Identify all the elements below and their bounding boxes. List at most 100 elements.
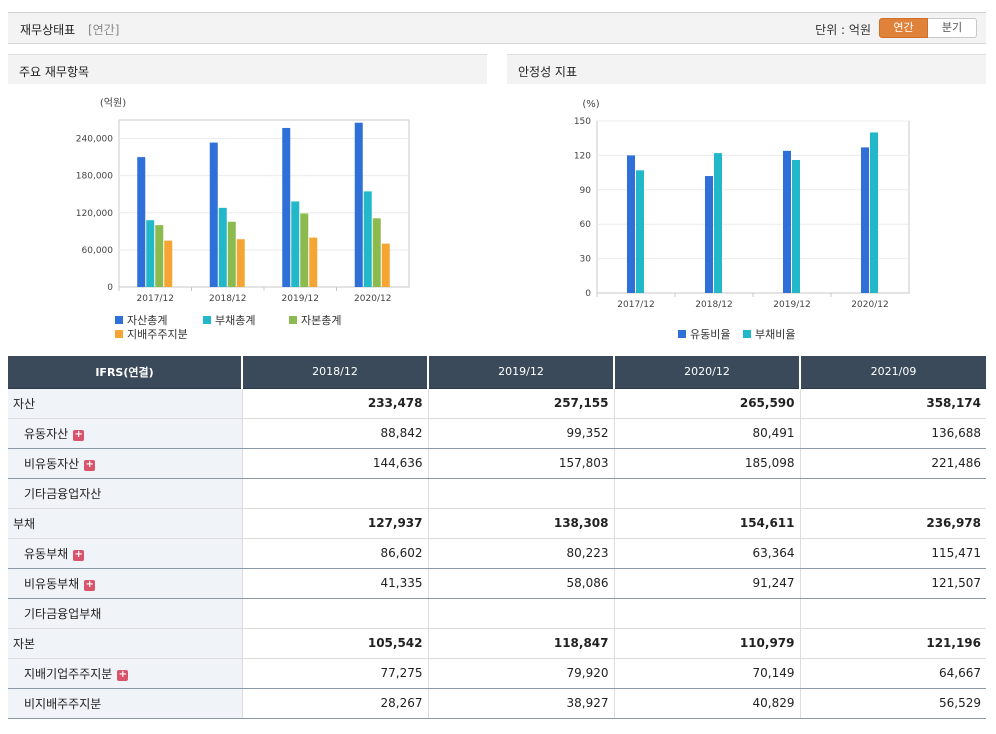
row-label: 자산	[13, 396, 36, 411]
value-cell: 86,602	[242, 538, 429, 569]
value-cell: 115,471	[800, 538, 986, 569]
row-label-cell: 유동자산 +	[8, 418, 243, 449]
legend-swatch	[115, 316, 123, 324]
value-cell: 79,920	[428, 658, 615, 689]
quarterly-button[interactable]: 분기	[928, 18, 977, 38]
value-cell: 127,937	[242, 508, 429, 539]
expand-icon[interactable]: +	[117, 668, 129, 681]
stability-panel: 안정성 지표 0 30 60 90 120 150 (%) 2017/12 2018/12 201…	[507, 54, 986, 354]
y-tick-label: 240,000	[76, 135, 113, 145]
column-header: 2021/09	[800, 356, 986, 389]
legend-label: 자본총계	[301, 314, 341, 327]
bar	[381, 243, 390, 287]
section-title: 재무상태표	[20, 23, 76, 37]
value-cell: 41,335	[242, 568, 429, 599]
bar	[372, 218, 381, 287]
row-label: 기타금융업부채	[24, 606, 102, 621]
bar	[164, 240, 173, 287]
value-cell: 56,529	[800, 688, 986, 719]
bar	[282, 127, 291, 287]
bar	[155, 225, 164, 287]
row-label-cell: 기타금융업자산	[8, 478, 243, 509]
expand-icon[interactable]: +	[73, 428, 85, 441]
value-cell	[428, 598, 615, 629]
bar	[300, 213, 309, 287]
value-cell: 40,829	[614, 688, 801, 719]
bar	[209, 142, 218, 287]
stability-title: 안정성 지표	[507, 54, 986, 84]
value-cell: 80,491	[614, 418, 801, 449]
bar	[236, 239, 245, 287]
row-label-cell: 지배기업주주지분 +	[8, 658, 243, 689]
value-cell: 118,847	[428, 628, 615, 659]
legend-swatch	[678, 330, 686, 338]
row-label: 유동부채	[24, 546, 69, 561]
row-label: 자본	[13, 636, 36, 651]
x-tick-label: 2018/12	[209, 294, 246, 304]
value-cell: 105,542	[242, 628, 429, 659]
bar	[291, 201, 300, 287]
legend-swatch	[743, 330, 751, 338]
x-tick-label: 2017/12	[617, 300, 654, 310]
table-row: 유동부채 +86,602 80,223 63,364 115,471	[8, 538, 986, 569]
y-axis-unit: (%)	[582, 99, 599, 110]
value-cell	[614, 478, 801, 509]
row-label-cell: 자산	[8, 388, 243, 419]
legend-swatch	[289, 316, 297, 324]
y-tick-label: 120,000	[76, 209, 113, 219]
plot-area	[596, 120, 910, 294]
table-row: 자산 233,478 257,155 265,590 358,174	[8, 388, 986, 419]
x-tick-label: 2020/12	[354, 294, 391, 304]
value-cell: 221,486	[800, 448, 986, 479]
table-row: 기타금융업부채	[8, 598, 986, 629]
y-axis-unit: (억원)	[100, 97, 126, 109]
y-tick-label: 90	[580, 186, 592, 196]
column-header: 2020/12	[614, 356, 801, 389]
balance-sheet-table: IFRS(연결) 2018/12 2019/12 2020/12 2021/09…	[8, 356, 986, 719]
y-tick-label: 0	[585, 289, 591, 299]
financial-items-title: 주요 재무항목	[8, 54, 487, 84]
x-tick-label: 2019/12	[282, 294, 319, 304]
value-cell: 99,352	[428, 418, 615, 449]
value-cell: 185,098	[614, 448, 801, 479]
annual-button[interactable]: 연간	[879, 18, 928, 38]
table-row: 자본 105,542 118,847 110,979 121,196	[8, 628, 986, 659]
bar	[636, 170, 644, 293]
table-row: 유동자산 +88,842 99,352 80,491 136,688	[8, 418, 986, 449]
bar	[783, 150, 791, 293]
row-label-cell: 부채	[8, 508, 243, 539]
value-cell: 88,842	[242, 418, 429, 449]
section-header: 재무상태표 [연간] 단위 : 억원 연간 분기	[8, 12, 986, 44]
y-tick-label: 150	[574, 117, 591, 127]
legend-label: 유동비율	[690, 328, 730, 341]
table-row: 부채 127,937 138,308 154,611 236,978	[8, 508, 986, 539]
value-cell: 236,978	[800, 508, 986, 539]
value-cell: 80,223	[428, 538, 615, 569]
x-tick-label: 2017/12	[137, 294, 174, 304]
value-cell: 121,507	[800, 568, 986, 599]
row-label: 비유동부채	[24, 576, 80, 591]
value-cell: 38,927	[428, 688, 615, 719]
expand-icon[interactable]: +	[84, 578, 96, 591]
row-label: 비유동자산	[24, 456, 80, 471]
value-cell: 136,688	[800, 418, 986, 449]
expand-icon[interactable]: +	[84, 458, 96, 471]
value-cell: 58,086	[428, 568, 615, 599]
period-label: [연간]	[88, 23, 120, 37]
expand-icon[interactable]: +	[73, 548, 85, 561]
value-cell	[800, 478, 986, 509]
x-tick-label: 2019/12	[773, 300, 810, 310]
bar	[714, 153, 722, 293]
bar	[792, 159, 800, 293]
stability-chart: 0 30 60 90 120 150 (%) 2017/12 2018/12 2019/12 202…	[574, 99, 910, 341]
value-cell: 265,590	[614, 388, 801, 419]
value-cell: 138,308	[428, 508, 615, 539]
value-cell	[614, 598, 801, 629]
value-cell: 358,174	[800, 388, 986, 419]
row-label-cell: 유동부채 +	[8, 538, 243, 569]
value-cell	[428, 478, 615, 509]
ifrs-header: IFRS(연결)	[8, 356, 243, 389]
column-header: 2019/12	[428, 356, 615, 389]
value-cell: 157,803	[428, 448, 615, 479]
bar	[354, 122, 363, 287]
